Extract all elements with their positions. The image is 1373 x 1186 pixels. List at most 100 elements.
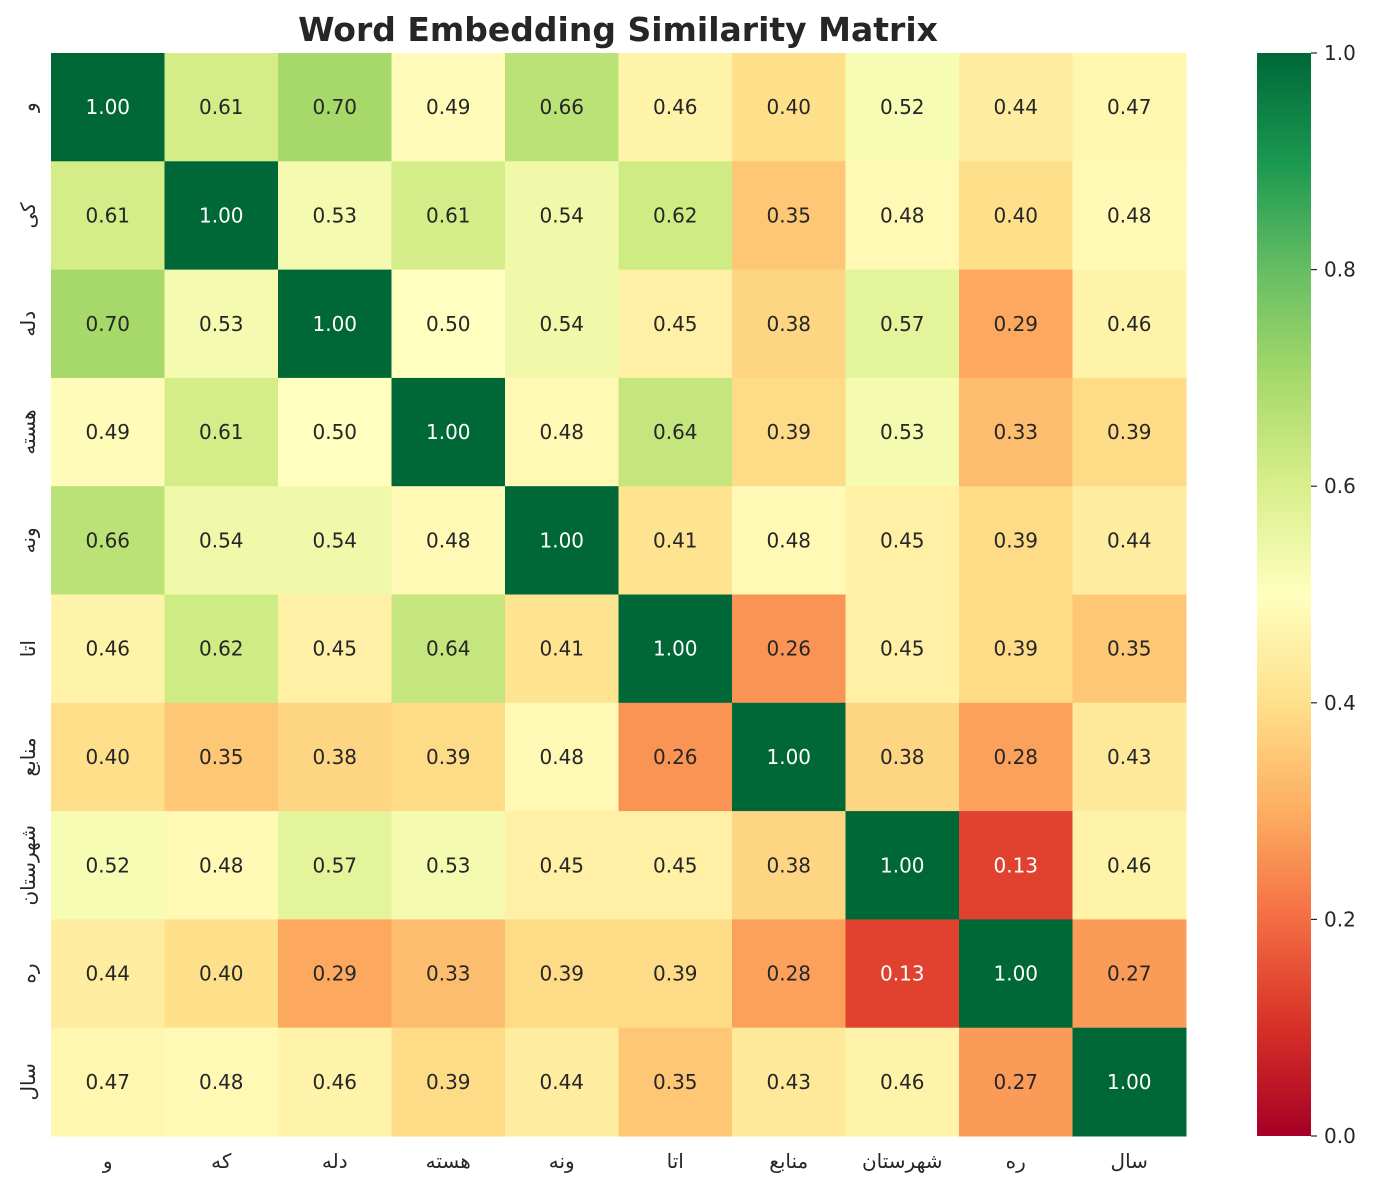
heatmap-cell bbox=[1072, 161, 1187, 271]
heatmap-cell bbox=[278, 702, 392, 812]
cell-value-label: 0.28 bbox=[993, 745, 1038, 769]
cell-value-label: 0.43 bbox=[1107, 745, 1152, 769]
heatmap-cell bbox=[51, 486, 165, 595]
cell-value-label: 0.45 bbox=[880, 528, 925, 552]
y-tick-label: دله bbox=[16, 311, 40, 337]
heatmap-cell bbox=[164, 1027, 279, 1137]
cell-value-label: 0.54 bbox=[539, 312, 584, 336]
x-tick-label: ره bbox=[1006, 1149, 1026, 1173]
y-tick-label: شهرستان bbox=[16, 825, 40, 906]
y-tick-label: ره bbox=[16, 963, 40, 983]
cell-value-label: 0.27 bbox=[1107, 962, 1152, 986]
cell-value-label: 0.35 bbox=[199, 745, 244, 769]
cell-value-label: 0.48 bbox=[199, 853, 244, 877]
cell-value-label: 0.38 bbox=[312, 745, 357, 769]
heatmap-cell bbox=[845, 377, 960, 487]
cell-value-label: 0.39 bbox=[993, 528, 1038, 552]
colorbar-tick-label: 0.6 bbox=[1324, 474, 1356, 498]
cell-value-label: 0.44 bbox=[993, 95, 1038, 119]
cell-value-label: 0.35 bbox=[653, 1070, 698, 1094]
cell-value-label: 0.45 bbox=[880, 637, 925, 661]
heatmap-cell bbox=[391, 811, 506, 920]
cell-value-label: 0.38 bbox=[880, 745, 925, 769]
cell-value-label: 1.00 bbox=[1107, 1070, 1152, 1094]
heatmap-cell bbox=[1072, 53, 1187, 162]
heatmap-cell bbox=[732, 1027, 846, 1137]
x-tick-label: سال bbox=[1111, 1149, 1148, 1173]
cell-value-label: 0.54 bbox=[312, 528, 357, 552]
cell-value-label: 0.45 bbox=[653, 312, 698, 336]
cell-value-label: 0.66 bbox=[85, 528, 130, 552]
colorbar-tick-label: 0.8 bbox=[1324, 258, 1356, 282]
y-tick-label: ونه bbox=[16, 527, 40, 553]
heatmap-cell bbox=[1072, 377, 1187, 487]
heatmap-cell bbox=[51, 702, 165, 812]
cell-value-label: 1.00 bbox=[539, 528, 584, 552]
cell-value-label: 0.39 bbox=[539, 962, 584, 986]
heatmap-cell bbox=[618, 377, 733, 487]
cell-value-label: 0.39 bbox=[1107, 420, 1152, 444]
heatmap-cell bbox=[959, 53, 1073, 162]
y-tick-label: و bbox=[16, 102, 40, 113]
heatmap-cell bbox=[1072, 486, 1187, 595]
cell-value-label: 0.48 bbox=[539, 420, 584, 444]
cell-value-label: 0.49 bbox=[85, 420, 130, 444]
cell-value-label: 0.27 bbox=[993, 1070, 1038, 1094]
heatmap-cell bbox=[959, 486, 1073, 595]
heatmap-cell bbox=[164, 486, 279, 595]
cell-value-label: 0.38 bbox=[766, 312, 811, 336]
heatmap-cell bbox=[278, 269, 392, 379]
heatmap-cell bbox=[618, 486, 733, 595]
heatmap-cell bbox=[51, 377, 165, 487]
heatmap-cell bbox=[732, 486, 846, 595]
cell-value-label: 0.35 bbox=[766, 203, 811, 227]
heatmap-cell bbox=[505, 377, 619, 487]
heatmap-cell bbox=[391, 1027, 506, 1137]
heatmap-cell bbox=[391, 161, 506, 271]
cell-value-label: 0.45 bbox=[539, 853, 584, 877]
heatmap-cell bbox=[732, 161, 846, 271]
heatmap-cell bbox=[959, 377, 1073, 487]
heatmap-cell bbox=[1072, 811, 1187, 920]
heatmap-cell bbox=[391, 53, 506, 162]
cell-value-label: 0.61 bbox=[426, 203, 471, 227]
cell-value-label: 0.46 bbox=[653, 95, 698, 119]
y-tick-label: کی bbox=[16, 202, 40, 229]
cell-value-label: 0.39 bbox=[426, 1070, 471, 1094]
heatmap-cell bbox=[391, 702, 506, 812]
heatmap-cell bbox=[732, 702, 846, 812]
colorbar-tick-label: 0.0 bbox=[1324, 1124, 1356, 1148]
cell-value-label: 0.50 bbox=[426, 312, 471, 336]
cell-value-label: 0.70 bbox=[312, 95, 357, 119]
heatmap-cell bbox=[1072, 594, 1187, 704]
heatmap-cell bbox=[164, 269, 279, 379]
cell-value-label: 0.44 bbox=[1107, 528, 1152, 552]
heatmap-cell bbox=[164, 811, 279, 920]
cell-value-label: 0.46 bbox=[1107, 853, 1152, 877]
cell-value-label: 0.52 bbox=[880, 95, 925, 119]
heatmap-cell bbox=[278, 594, 392, 704]
heatmap-cell bbox=[51, 1027, 165, 1137]
cell-value-label: 0.54 bbox=[199, 528, 244, 552]
heatmap-cell bbox=[278, 811, 392, 920]
cell-value-label: 0.28 bbox=[766, 962, 811, 986]
cell-value-label: 0.26 bbox=[653, 745, 698, 769]
cell-value-label: 1.00 bbox=[426, 420, 471, 444]
cell-value-label: 0.70 bbox=[85, 312, 130, 336]
heatmap-cell bbox=[845, 702, 960, 812]
x-tick-label: ونه bbox=[549, 1149, 575, 1173]
heatmap-cell bbox=[618, 53, 733, 162]
cell-value-label: 0.66 bbox=[539, 95, 584, 119]
heatmap-cell bbox=[391, 594, 506, 704]
heatmap-cell bbox=[732, 53, 846, 162]
heatmap-cell bbox=[845, 269, 960, 379]
x-tick-label: اتا bbox=[667, 1149, 684, 1173]
heatmap-cell bbox=[505, 53, 619, 162]
heatmap-cell bbox=[505, 811, 619, 920]
heatmap-cell bbox=[618, 269, 733, 379]
cell-value-label: 0.45 bbox=[653, 853, 698, 877]
heatmap-cell bbox=[164, 377, 279, 487]
heatmap-cell bbox=[164, 161, 279, 271]
cell-value-label: 0.53 bbox=[880, 420, 925, 444]
heatmap-cell bbox=[164, 53, 279, 162]
